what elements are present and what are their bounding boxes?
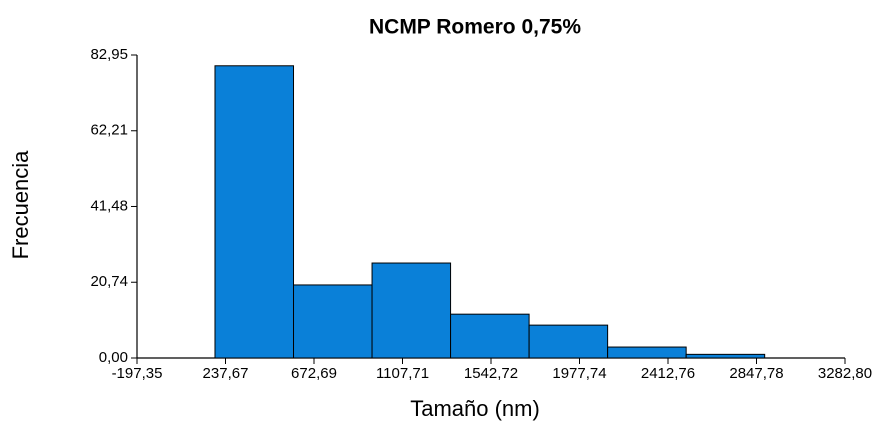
chart-title: NCMP Romero 0,75%: [369, 16, 581, 39]
x-tick-label: 237,67: [203, 365, 249, 382]
bar: [528, 324, 609, 359]
x-tick-label: -197,35: [112, 365, 163, 382]
x-tick-label: 672,69: [291, 365, 337, 382]
bar: [371, 262, 452, 359]
bar: [450, 313, 530, 359]
y-tick-label: 20,74: [90, 273, 128, 290]
y-tick-label: 0,00: [99, 349, 128, 366]
y-tick-label: 62,21: [90, 122, 128, 139]
x-tick-label: 1542,72: [464, 365, 518, 382]
x-tick-label: 1107,71: [376, 365, 429, 382]
y-tick-label: 41,48: [90, 197, 128, 214]
y-tick-label: 82,95: [90, 46, 128, 63]
x-axis-label: Tamaño (nm): [410, 396, 540, 421]
bar: [293, 284, 373, 359]
x-tick-label: 1977,74: [552, 365, 606, 382]
y-axis-label: Frecuencia: [8, 150, 33, 260]
bar: [607, 346, 687, 359]
x-tick-label: 2412,76: [641, 365, 695, 382]
bar: [685, 353, 766, 359]
x-tick-label: 2847,78: [729, 365, 783, 382]
x-tick-label: 3282,80: [818, 365, 872, 382]
bar: [214, 65, 295, 359]
